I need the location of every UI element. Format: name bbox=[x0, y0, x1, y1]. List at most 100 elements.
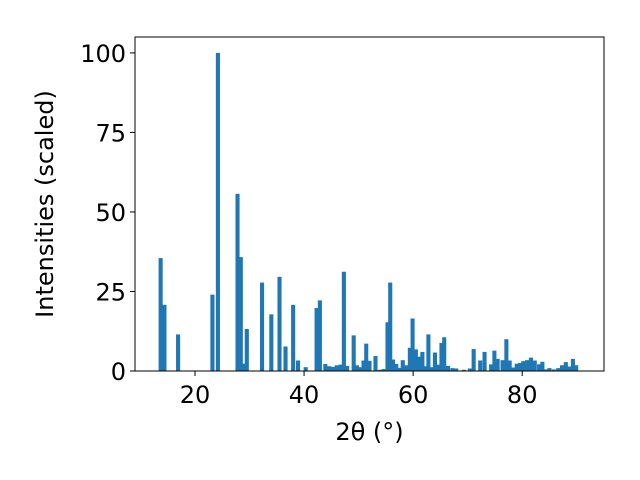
bar bbox=[330, 366, 336, 371]
bar bbox=[244, 329, 249, 371]
bar bbox=[373, 356, 378, 371]
y-tick-label: 0 bbox=[111, 358, 126, 386]
y-axis-title: Intensities (scaled) bbox=[31, 90, 59, 318]
bar bbox=[514, 363, 519, 371]
bar bbox=[291, 304, 296, 371]
bar bbox=[400, 360, 405, 371]
bar bbox=[547, 368, 552, 371]
bar bbox=[158, 258, 163, 371]
bar bbox=[532, 360, 537, 371]
bar bbox=[317, 300, 322, 371]
bar bbox=[367, 360, 372, 371]
bar bbox=[303, 367, 308, 371]
bar bbox=[410, 318, 415, 371]
bar bbox=[377, 369, 382, 371]
bar bbox=[543, 369, 548, 371]
bar bbox=[296, 360, 301, 371]
bars-group bbox=[158, 52, 579, 372]
bar bbox=[450, 368, 455, 371]
bar bbox=[338, 364, 343, 371]
bar bbox=[504, 339, 509, 371]
x-axis-title: 2θ (°) bbox=[335, 418, 403, 446]
bar bbox=[361, 360, 366, 371]
bar bbox=[540, 361, 545, 371]
bar bbox=[500, 360, 505, 371]
bar bbox=[277, 276, 282, 371]
bar bbox=[559, 365, 565, 371]
y-axis-ticks: 0 25 50 75 100 bbox=[80, 40, 135, 386]
bar bbox=[403, 365, 409, 371]
bar bbox=[345, 365, 350, 371]
bar bbox=[334, 365, 339, 371]
bar bbox=[478, 360, 483, 371]
bar bbox=[489, 364, 494, 371]
bar bbox=[314, 308, 319, 371]
bar bbox=[341, 271, 346, 371]
bar bbox=[210, 294, 215, 371]
bar bbox=[420, 351, 425, 371]
bar bbox=[445, 365, 451, 371]
x-axis-ticks: 20 40 60 80 bbox=[180, 371, 538, 409]
bar bbox=[510, 367, 515, 371]
bar bbox=[556, 368, 561, 371]
bar bbox=[432, 352, 437, 371]
y-tick-label: 25 bbox=[95, 278, 126, 306]
bar bbox=[426, 334, 431, 371]
bar bbox=[388, 282, 393, 371]
bar bbox=[176, 334, 181, 371]
bar bbox=[461, 369, 466, 371]
bar bbox=[241, 363, 246, 371]
bar bbox=[537, 364, 542, 371]
y-tick-label: 75 bbox=[95, 119, 126, 147]
bar bbox=[528, 357, 533, 371]
bar bbox=[354, 365, 359, 371]
bar bbox=[551, 369, 556, 371]
bar bbox=[323, 364, 328, 371]
bar bbox=[283, 346, 288, 371]
bar bbox=[563, 362, 568, 371]
bar bbox=[260, 282, 265, 371]
bar bbox=[439, 343, 444, 371]
x-tick-label: 20 bbox=[180, 381, 211, 409]
bar bbox=[467, 368, 472, 371]
bar bbox=[162, 304, 167, 371]
bar bbox=[507, 360, 512, 371]
bar bbox=[521, 361, 526, 371]
bar bbox=[471, 349, 476, 371]
x-tick-label: 60 bbox=[398, 381, 429, 409]
bar bbox=[429, 367, 434, 371]
bar bbox=[570, 358, 575, 371]
bar bbox=[525, 360, 530, 371]
bar bbox=[407, 347, 412, 371]
bar bbox=[215, 52, 220, 372]
x-tick-label: 40 bbox=[289, 381, 320, 409]
bar bbox=[235, 193, 240, 371]
bar bbox=[567, 366, 572, 371]
bar bbox=[442, 337, 447, 371]
bar bbox=[358, 367, 363, 371]
x-tick-label: 80 bbox=[507, 381, 538, 409]
bar bbox=[397, 367, 402, 371]
bar bbox=[517, 363, 523, 371]
bar bbox=[381, 369, 386, 371]
bar bbox=[327, 366, 332, 371]
bar bbox=[390, 359, 395, 371]
bar bbox=[351, 335, 356, 371]
bar bbox=[574, 365, 579, 371]
plot-frame bbox=[134, 36, 605, 372]
bar bbox=[238, 257, 243, 371]
bar bbox=[413, 349, 418, 371]
bar bbox=[364, 343, 369, 371]
bar bbox=[454, 368, 459, 371]
bar bbox=[436, 364, 441, 371]
bar bbox=[385, 322, 390, 371]
bar bbox=[269, 314, 274, 371]
bar bbox=[394, 364, 399, 371]
bar bbox=[492, 350, 497, 371]
bar bbox=[495, 358, 500, 371]
y-tick-label: 50 bbox=[95, 199, 126, 227]
bar bbox=[417, 356, 422, 371]
bar bbox=[482, 351, 487, 371]
bar bbox=[423, 366, 428, 371]
